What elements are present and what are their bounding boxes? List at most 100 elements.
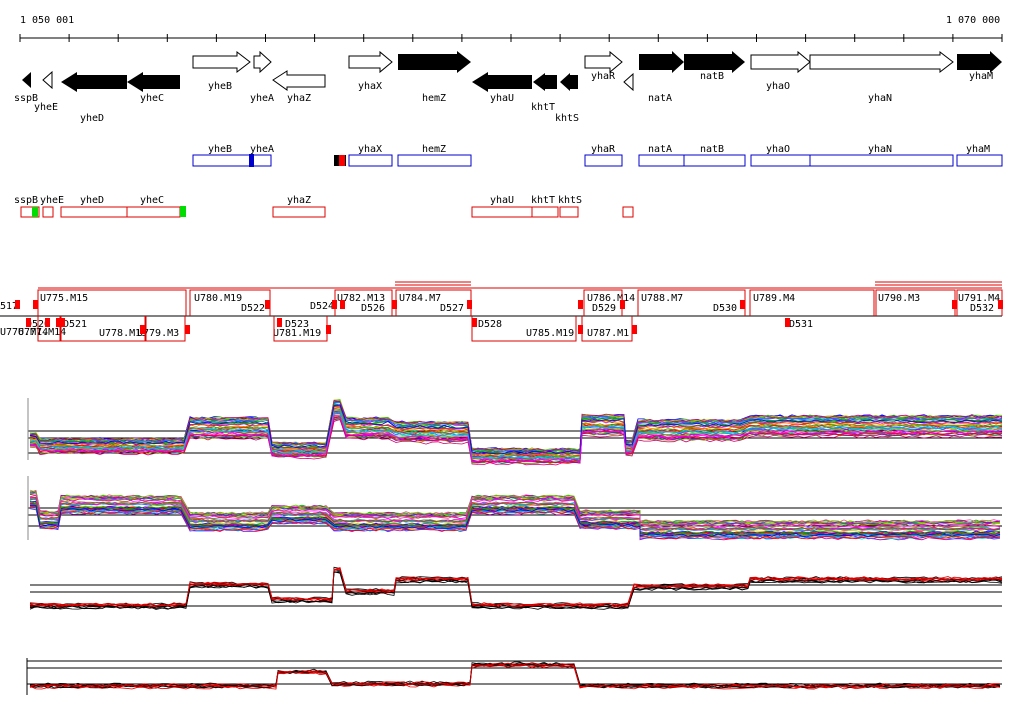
gene-label-sspB: sspB [14,93,38,104]
gene-label-yheB: yheB [208,81,232,92]
segment-marker [326,325,331,334]
gene-label-natA: natA [648,93,672,104]
expression-trace [29,567,1003,607]
operon-box-khtS[interactable] [559,206,579,218]
gene-arrow-yheE[interactable] [42,70,53,90]
segment-label-U788: U788.M7 [641,293,683,304]
expression-trace [29,496,1001,531]
expression-panel-3 [29,566,1003,610]
operon-label-hemZ: hemZ [422,144,446,155]
segment-marker [26,318,31,327]
gene-arrow-yheD[interactable] [61,72,127,92]
expression-panel-4 [26,658,1002,695]
operon-label-yhaX: yhaX [358,144,382,155]
segment-bracket-upper [749,289,875,316]
gene-label-yhaR: yhaR [591,71,616,82]
operon-box-yhaR[interactable] [584,154,623,167]
operon-box-yhaZ[interactable] [272,206,326,218]
segment-markers [15,300,1003,334]
gene-arrow-sspB[interactable] [22,72,31,88]
segment-label-U779: U779.M3 [137,328,179,339]
expression-traces-3 [29,566,1003,610]
expression-trace [29,494,1001,528]
gene-label-yhaZ: yhaZ [287,93,311,104]
segment-label-U784: U784.M7 [399,293,441,304]
gene-label-yhaX: yhaX [358,81,382,92]
expression-trace [29,405,1003,456]
operon-label-yhaM: yhaM [966,144,990,155]
expression-traces-4 [29,661,1001,690]
gene-arrow-yhaU[interactable] [472,72,532,92]
operon-box-yhaU[interactable] [471,206,533,218]
expression-panel-1 [27,398,1003,466]
gene-label-khtT: khtT [531,102,555,113]
expression-trace [29,489,1001,524]
gene-arrow-natB[interactable] [684,51,745,73]
segment-marker [33,300,38,309]
operon-label-yheB: yheB [208,144,232,155]
minus-operon-track: sspB yheE yheD yheC yhaZ yhaU khtT khtS [14,195,634,218]
segment-marker [952,300,957,309]
segment-marker [340,300,345,309]
segment-marker [785,318,790,327]
segment-label-517: 517 [0,301,18,312]
gene-label-natB: natB [700,71,724,82]
segment-marker [578,325,583,334]
operon-label-yhaN: yhaN [868,144,892,155]
gene-arrow-yhaN[interactable] [809,50,954,74]
operon-label-yhaR: yhaR [591,144,616,155]
segment-bracket-lower [37,316,61,342]
operon-box-yheB[interactable] [192,154,251,167]
gene-arrow-yhaZ[interactable] [272,70,326,91]
operon-box-yheD[interactable] [60,206,128,218]
gene-arrow-yheB[interactable] [192,50,251,74]
segment-label-U791: U791.M4 [958,293,1000,304]
segment-marker [332,300,337,309]
segment-label-D532: D532 [970,303,994,314]
gene-track: sspB yheE yheD yheC yheB yheA yhaZ yhaX … [14,50,1002,124]
operon-box-natB[interactable] [683,154,746,167]
operon-box-yheE[interactable] [42,206,54,218]
segment-label-U775: U775.M15 [40,293,88,304]
gene-arrow-khtS[interactable] [560,73,578,91]
operon-label-yheC: yheC [140,195,164,206]
gene-arrow-small-yhaR-minus[interactable] [623,72,634,92]
segment-marker [472,318,477,327]
operon-box-khtT[interactable] [531,206,559,218]
expression-trace [29,405,1003,455]
operon-label-yhaZ: yhaZ [287,195,311,206]
operon-box-yhaM[interactable] [956,154,1003,167]
operon-box-hemZ[interactable] [397,154,472,167]
gene-arrow-yhaX[interactable] [348,50,393,74]
expression-trace [29,505,1001,537]
expression-trace [29,505,1001,540]
segment-marker [185,325,190,334]
operon-label-yhaO: yhaO [766,144,790,155]
segment-marker [140,325,145,334]
expression-trace [29,569,1003,608]
segment-label-D526: D526 [361,303,385,314]
gene-arrow-natA[interactable] [639,51,684,73]
operon-box-sspB[interactable] [20,206,40,218]
gene-arrow-yheC[interactable] [127,72,180,92]
operon-box-yhaN[interactable] [809,154,954,167]
gene-arrow-hemZ[interactable] [398,51,471,73]
operon-box-natA[interactable] [638,154,685,167]
segment-label-U781: U781.M19 [273,328,321,339]
operon-box-small[interactable] [622,206,634,218]
operon-box-yhaO[interactable] [750,154,811,167]
gene-arrow-yhaR[interactable] [584,50,623,74]
ruler-ticks [19,34,1003,42]
ruler-end-label: 1 070 000 [946,15,1000,26]
operon-box-yhaX[interactable] [348,154,393,167]
gene-arrow-yhaM[interactable] [957,51,1002,73]
segment-label-D531: D531 [789,319,813,330]
segment-label-D529: D529 [592,303,616,314]
gene-arrow-yheA[interactable] [253,50,272,74]
operon-label-yheE: yheE [40,195,64,206]
operon-box-yheC[interactable] [126,206,181,218]
gene-arrow-khtT[interactable] [533,73,557,91]
operon-label-sspB: sspB [14,195,38,206]
expression-trace [29,568,1003,608]
gene-arrow-yhaO[interactable] [750,50,811,74]
